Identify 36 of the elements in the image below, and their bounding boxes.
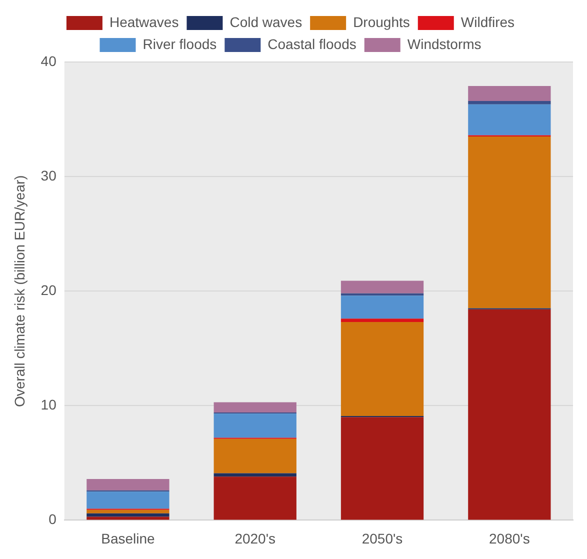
legend-label: Cold waves xyxy=(230,14,302,30)
x-tick-label: 2050's xyxy=(362,530,403,546)
bar xyxy=(214,402,296,413)
legend-label: Heatwaves xyxy=(109,14,179,30)
bar xyxy=(340,280,424,294)
x-tick-label: 2080's xyxy=(489,530,530,546)
legend-label: Wildfires xyxy=(460,14,515,30)
bar xyxy=(86,510,170,514)
y-tick-label: 30 xyxy=(40,167,57,184)
bar xyxy=(86,513,170,517)
legend-label: Coastal floods xyxy=(268,36,356,52)
bar xyxy=(214,438,296,474)
y-tick-label: 20 xyxy=(40,282,57,298)
legend-label: River floods xyxy=(142,36,217,52)
y-axis-title: Overall climate risk (billion EUR/year) xyxy=(11,175,28,408)
bar xyxy=(214,476,296,520)
bar xyxy=(468,86,551,101)
bar xyxy=(86,478,170,490)
bar xyxy=(340,296,424,319)
bar xyxy=(86,492,170,509)
legend-label: Droughts xyxy=(353,14,410,30)
bar xyxy=(340,318,424,322)
bar xyxy=(214,473,296,477)
x-tick-label: 2020's xyxy=(234,530,276,546)
bar xyxy=(340,322,424,416)
x-tick-label: Baseline xyxy=(101,530,156,546)
bar xyxy=(468,104,551,136)
bar xyxy=(468,136,551,308)
legend-label: Windstorms xyxy=(407,36,482,52)
bar xyxy=(340,417,424,520)
y-tick-label: 0 xyxy=(48,511,57,528)
y-tick-label: 40 xyxy=(40,52,57,69)
bar xyxy=(214,414,296,438)
bar xyxy=(468,100,551,104)
y-tick-label: 10 xyxy=(40,396,57,413)
bar xyxy=(468,309,551,520)
